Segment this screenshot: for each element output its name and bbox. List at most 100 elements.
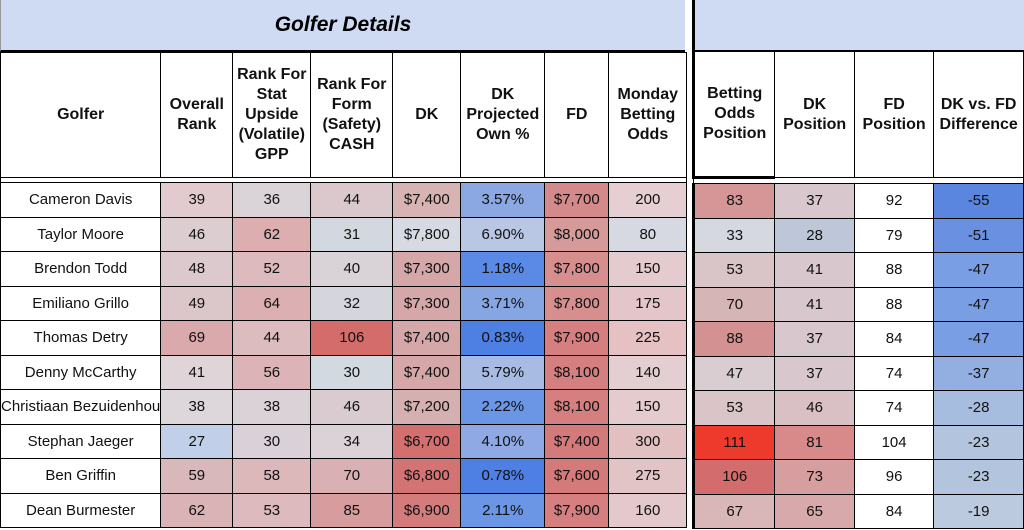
header-dk-vs-fd-difference[interactable]: DK vs. FD Difference (933, 52, 1024, 178)
dk-projected-own-cell[interactable]: 5.79% (460, 354, 546, 390)
golfer-cell[interactable]: Dean Burmester (0, 492, 162, 528)
overall-rank-cell[interactable]: 27 (160, 423, 234, 459)
form-safety-cell[interactable]: 46 (310, 389, 394, 425)
dk-salary-cell[interactable]: $7,300 (392, 251, 462, 287)
fd-position-cell[interactable]: 84 (853, 321, 935, 357)
betting-odds-position-cell[interactable]: 53 (691, 390, 776, 426)
betting-odds-position-cell[interactable]: 111 (691, 424, 776, 460)
dk-projected-own-cell[interactable]: 0.78% (460, 458, 546, 494)
betting-odds-position-cell[interactable]: 33 (691, 217, 776, 253)
header-fd[interactable]: FD (544, 52, 610, 178)
fd-salary-cell[interactable]: $8,100 (544, 354, 610, 390)
monday-betting-odds-cell[interactable]: 275 (608, 458, 688, 494)
monday-betting-odds-cell[interactable]: 160 (608, 492, 688, 528)
form-safety-cell[interactable]: 30 (310, 354, 394, 390)
dk-projected-own-cell[interactable]: 4.10% (460, 423, 546, 459)
form-safety-cell[interactable]: 34 (310, 423, 394, 459)
header-betting-odds-position[interactable]: Betting Odds Position (691, 52, 776, 179)
stat-upside-cell[interactable]: 52 (232, 251, 312, 287)
fd-salary-cell[interactable]: $7,800 (544, 285, 610, 321)
dk-salary-cell[interactable]: $6,800 (392, 458, 462, 494)
monday-betting-odds-cell[interactable]: 200 (608, 182, 688, 218)
stat-upside-cell[interactable]: 53 (232, 492, 312, 528)
overall-rank-cell[interactable]: 49 (160, 285, 234, 321)
form-safety-cell[interactable]: 32 (310, 285, 394, 321)
header-overall-rank[interactable]: Overall Rank (160, 52, 234, 178)
overall-rank-cell[interactable]: 39 (160, 182, 234, 218)
golfer-cell[interactable]: Thomas Detry (0, 320, 162, 356)
dk-vs-fd-difference-cell[interactable]: -51 (933, 217, 1024, 253)
dk-position-cell[interactable]: 65 (774, 493, 855, 529)
betting-odds-position-cell[interactable]: 83 (691, 183, 776, 219)
header-stat-upside[interactable]: Rank For Stat Upside (Volatile) GPP (232, 52, 312, 178)
dk-salary-cell[interactable]: $6,900 (392, 492, 462, 528)
overall-rank-cell[interactable]: 48 (160, 251, 234, 287)
header-golfer[interactable]: Golfer (0, 52, 162, 178)
form-safety-cell[interactable]: 44 (310, 182, 394, 218)
overall-rank-cell[interactable]: 38 (160, 389, 234, 425)
betting-odds-position-cell[interactable]: 47 (691, 355, 776, 391)
header-monday-betting-odds[interactable]: Monday Betting Odds (608, 52, 688, 178)
header-fd-position[interactable]: FD Position (853, 52, 935, 178)
stat-upside-cell[interactable]: 44 (232, 320, 312, 356)
fd-salary-cell[interactable]: $8,100 (544, 389, 610, 425)
monday-betting-odds-cell[interactable]: 150 (608, 251, 688, 287)
dk-position-cell[interactable]: 73 (774, 459, 855, 495)
fd-salary-cell[interactable]: $7,800 (544, 251, 610, 287)
dk-vs-fd-difference-cell[interactable]: -28 (933, 390, 1024, 426)
fd-salary-cell[interactable]: $7,400 (544, 423, 610, 459)
fd-salary-cell[interactable]: $8,000 (544, 216, 610, 252)
fd-position-cell[interactable]: 74 (853, 390, 935, 426)
betting-odds-position-cell[interactable]: 88 (691, 321, 776, 357)
golfer-cell[interactable]: Stephan Jaeger (0, 423, 162, 459)
fd-position-cell[interactable]: 92 (853, 183, 935, 219)
dk-vs-fd-difference-cell[interactable]: -47 (933, 286, 1024, 322)
dk-position-cell[interactable]: 41 (774, 286, 855, 322)
fd-position-cell[interactable]: 96 (853, 459, 935, 495)
monday-betting-odds-cell[interactable]: 150 (608, 389, 688, 425)
stat-upside-cell[interactable]: 30 (232, 423, 312, 459)
dk-salary-cell[interactable]: $7,400 (392, 182, 462, 218)
fd-salary-cell[interactable]: $7,700 (544, 182, 610, 218)
dk-vs-fd-difference-cell[interactable]: -47 (933, 321, 1024, 357)
stat-upside-cell[interactable]: 58 (232, 458, 312, 494)
header-dk[interactable]: DK (392, 52, 462, 178)
form-safety-cell[interactable]: 40 (310, 251, 394, 287)
fd-position-cell[interactable]: 79 (853, 217, 935, 253)
dk-vs-fd-difference-cell[interactable]: -47 (933, 252, 1024, 288)
form-safety-cell[interactable]: 70 (310, 458, 394, 494)
dk-salary-cell[interactable]: $7,300 (392, 285, 462, 321)
stat-upside-cell[interactable]: 56 (232, 354, 312, 390)
fd-position-cell[interactable]: 84 (853, 493, 935, 529)
dk-position-cell[interactable]: 81 (774, 424, 855, 460)
fd-position-cell[interactable]: 88 (853, 252, 935, 288)
form-safety-cell[interactable]: 106 (310, 320, 394, 356)
betting-odds-position-cell[interactable]: 70 (691, 286, 776, 322)
stat-upside-cell[interactable]: 62 (232, 216, 312, 252)
dk-vs-fd-difference-cell[interactable]: -19 (933, 493, 1024, 529)
fd-salary-cell[interactable]: $7,600 (544, 458, 610, 494)
golfer-cell[interactable]: Taylor Moore (0, 216, 162, 252)
monday-betting-odds-cell[interactable]: 300 (608, 423, 688, 459)
golfer-cell[interactable]: Denny McCarthy (0, 354, 162, 390)
overall-rank-cell[interactable]: 62 (160, 492, 234, 528)
dk-salary-cell[interactable]: $7,200 (392, 389, 462, 425)
dk-projected-own-cell[interactable]: 2.22% (460, 389, 546, 425)
header-dk-projected-own[interactable]: DK Projected Own % (460, 52, 546, 178)
overall-rank-cell[interactable]: 69 (160, 320, 234, 356)
dk-position-cell[interactable]: 41 (774, 252, 855, 288)
form-safety-cell[interactable]: 31 (310, 216, 394, 252)
stat-upside-cell[interactable]: 38 (232, 389, 312, 425)
overall-rank-cell[interactable]: 41 (160, 354, 234, 390)
golfer-cell[interactable]: Cameron Davis (0, 182, 162, 218)
golfer-cell[interactable]: Christiaan Bezuidenhou (0, 389, 162, 425)
fd-position-cell[interactable]: 88 (853, 286, 935, 322)
header-form-safety[interactable]: Rank For Form (Safety) CASH (310, 52, 394, 178)
fd-salary-cell[interactable]: $7,900 (544, 320, 610, 356)
dk-position-cell[interactable]: 37 (774, 321, 855, 357)
stat-upside-cell[interactable]: 64 (232, 285, 312, 321)
golfer-cell[interactable]: Ben Griffin (0, 458, 162, 494)
dk-vs-fd-difference-cell[interactable]: -55 (933, 183, 1024, 219)
dk-projected-own-cell[interactable]: 1.18% (460, 251, 546, 287)
monday-betting-odds-cell[interactable]: 80 (608, 216, 688, 252)
